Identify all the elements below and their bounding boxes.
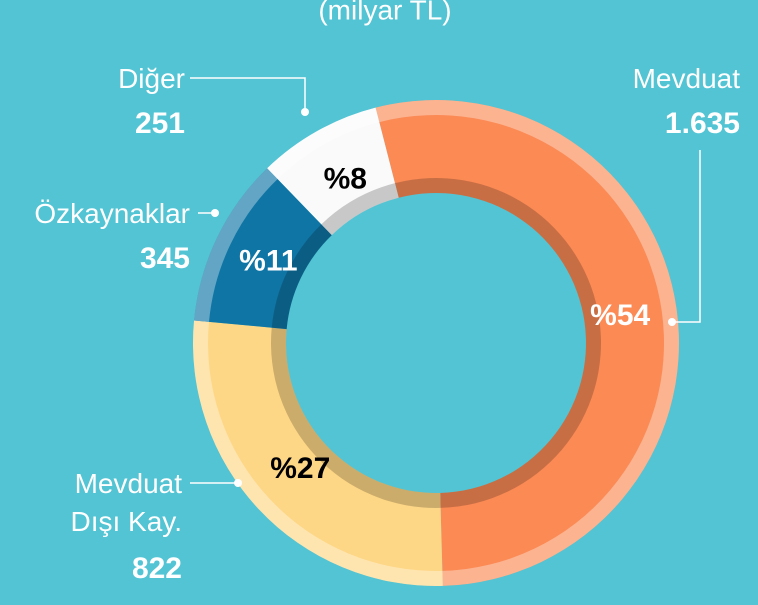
share-label: %54: [590, 299, 650, 332]
share-label: %27: [270, 452, 330, 485]
value-label: 1.635: [664, 107, 740, 140]
value-label: 822: [131, 552, 182, 585]
leader-dot: [211, 209, 219, 217]
value-label: 251: [134, 107, 185, 140]
segment-rim: [194, 168, 278, 322]
donut-segment: [375, 99, 680, 586]
value-label: 345: [139, 242, 190, 275]
category-label: Mevduat Dışı Kay.: [70, 468, 182, 537]
category-label: Diğer: [118, 63, 185, 94]
leader-dot: [234, 479, 242, 487]
leader-dot: [301, 108, 309, 116]
segment-inner-band: [321, 183, 399, 236]
share-label: %11: [239, 244, 297, 277]
category-label: Mevduat: [632, 63, 740, 94]
donut-segment: [194, 168, 332, 330]
segment-inner-band: [271, 224, 332, 330]
leader-line: [190, 77, 306, 112]
share-label: %8: [324, 163, 367, 196]
chart-subtitle: (milyar TL): [318, 0, 451, 25]
donut-segment: [193, 320, 443, 586]
segment-inner-band: [271, 327, 441, 508]
leader-line: [672, 150, 701, 323]
donut-segment: [267, 107, 399, 236]
category-label: Özkaynaklar: [34, 198, 190, 229]
leader-dot: [668, 318, 676, 326]
segment-rim: [267, 107, 380, 179]
